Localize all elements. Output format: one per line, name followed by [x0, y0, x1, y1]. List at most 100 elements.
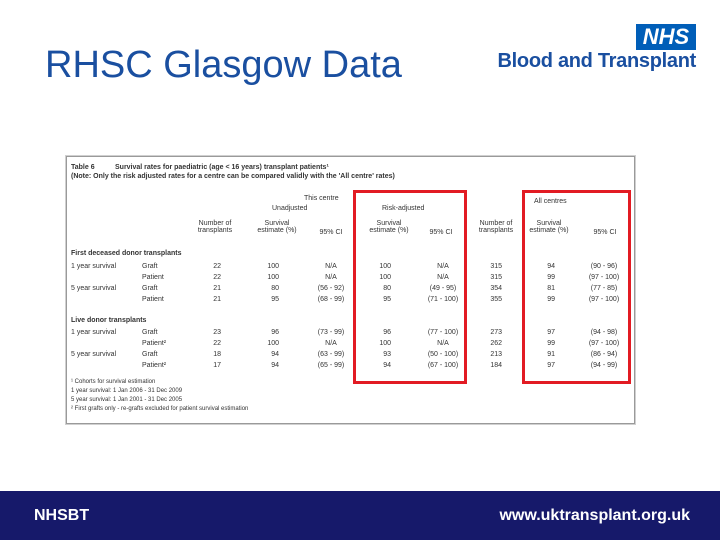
footnote: ² First grafts only - re-grafts excluded… — [71, 406, 249, 412]
live-row-cell: (97 - 100) — [588, 340, 620, 347]
live-row-cell: 94 — [271, 362, 279, 369]
footer-bar: NHSBT www.uktransplant.org.uk — [0, 491, 720, 540]
deceased-row-cell: 99 — [547, 296, 555, 303]
live-row-cell: 97 — [547, 362, 555, 369]
deceased-row-cell: 22 — [213, 274, 221, 281]
deceased-row-cell: (56 - 92) — [317, 285, 345, 292]
live-row-cell: 93 — [383, 351, 391, 358]
deceased-row-cell: 100 — [267, 274, 279, 281]
deceased-row-cell: (49 - 95) — [429, 285, 457, 292]
live-row-cell: 96 — [383, 329, 391, 336]
group-this-centre: This centre — [304, 195, 339, 202]
deceased-row-cell: 315 — [490, 263, 502, 270]
deceased-row-cell: 315 — [490, 274, 502, 281]
deceased-row-cell: 22 — [213, 263, 221, 270]
deceased-row-cell: 80 — [383, 285, 391, 292]
header-n-transplants: Number of transplants — [197, 220, 233, 234]
live-row-cell: (86 - 94) — [590, 351, 618, 358]
live-row-cell: 18 — [213, 351, 221, 358]
deceased-row-cell: (97 - 100) — [588, 274, 620, 281]
live-row-cell: 22 — [213, 340, 221, 347]
live-row-cell: 97 — [547, 329, 555, 336]
deceased-row-cell: 95 — [383, 296, 391, 303]
deceased-row-cell: 1 year survival — [71, 263, 117, 270]
live-row-cell: 213 — [490, 351, 502, 358]
header-ra-ci: 95% CI — [429, 229, 453, 236]
deceased-row-cell: Patient — [142, 274, 164, 281]
nhsbt-logo: NHS Blood and Transplant — [486, 24, 696, 72]
live-row-cell: 100 — [267, 340, 279, 347]
live-row-cell: 94 — [271, 351, 279, 358]
group-risk-adjusted: Risk-adjusted — [382, 205, 425, 212]
deceased-row-cell: 95 — [271, 296, 279, 303]
footer-url[interactable]: www.uktransplant.org.uk — [499, 507, 690, 524]
live-row-cell: 1 year survival — [71, 329, 117, 336]
header-all-n-transplants: Number of transplants — [478, 220, 514, 234]
deceased-row-cell: N/A — [325, 263, 337, 270]
section-deceased-donor: First deceased donor transplants — [71, 250, 182, 257]
deceased-row-cell: 99 — [547, 274, 555, 281]
live-row-cell: (73 - 99) — [317, 329, 345, 336]
live-row-cell: (94 - 99) — [590, 362, 618, 369]
deceased-row-cell: 100 — [267, 263, 279, 270]
live-row-cell: (65 - 99) — [317, 362, 345, 369]
deceased-row-cell: Graft — [142, 285, 158, 292]
deceased-row-cell: (71 - 100) — [427, 296, 459, 303]
deceased-row-cell: Graft — [142, 263, 158, 270]
footer-org: NHSBT — [34, 507, 90, 524]
deceased-row-cell: N/A — [437, 274, 449, 281]
live-row-cell: Graft — [142, 351, 158, 358]
live-row-cell: 23 — [213, 329, 221, 336]
table-note: (Note: Only the risk adjusted rates for … — [71, 173, 395, 180]
live-row-cell: 91 — [547, 351, 555, 358]
table-number: Table 6 — [71, 164, 95, 171]
nhs-badge: NHS — [636, 24, 696, 50]
live-row-cell: 99 — [547, 340, 555, 347]
live-row-cell: (77 - 100) — [427, 329, 459, 336]
footnote: 5 year survival: 1 Jan 2001 - 31 Dec 200… — [71, 397, 183, 403]
deceased-row-cell: (90 - 96) — [590, 263, 618, 270]
highlight-risk-adjusted — [353, 190, 467, 384]
live-row-cell: Patient² — [142, 362, 167, 369]
live-row-cell: 96 — [271, 329, 279, 336]
deceased-row-cell: N/A — [437, 263, 449, 270]
deceased-row-cell: 354 — [490, 285, 502, 292]
deceased-row-cell: 94 — [547, 263, 555, 270]
survival-table: Table 6 Survival rates for paediatric (a… — [66, 156, 635, 424]
deceased-row-cell: 5 year survival — [71, 285, 117, 292]
live-row-cell: N/A — [325, 340, 337, 347]
deceased-row-cell: 355 — [490, 296, 502, 303]
deceased-row-cell: 21 — [213, 285, 221, 292]
slide-title: RHSC Glasgow Data — [45, 44, 402, 86]
live-row-cell: (94 - 98) — [590, 329, 618, 336]
deceased-row-cell: N/A — [325, 274, 337, 281]
footnote: ¹ Cohorts for survival estimation — [71, 379, 156, 385]
deceased-row-cell: (97 - 100) — [588, 296, 620, 303]
live-row-cell: (67 - 100) — [427, 362, 459, 369]
table-title: Survival rates for paediatric (age < 16 … — [115, 164, 329, 171]
deceased-row-cell: (77 - 85) — [590, 285, 618, 292]
header-survival: Survival estimate (%) — [257, 220, 297, 234]
live-row-cell: 273 — [490, 329, 502, 336]
logo-text: Blood and Transplant — [497, 50, 697, 72]
deceased-row-cell: 100 — [379, 274, 391, 281]
live-row-cell: 5 year survival — [71, 351, 117, 358]
deceased-row-cell: 80 — [271, 285, 279, 292]
live-row-cell: 17 — [213, 362, 221, 369]
live-row-cell: 262 — [490, 340, 502, 347]
header-ra-survival: Survival estimate (%) — [369, 220, 409, 234]
deceased-row-cell: 100 — [379, 263, 391, 270]
live-row-cell: (50 - 100) — [427, 351, 459, 358]
live-row-cell: Patient² — [142, 340, 167, 347]
header-ci: 95% CI — [319, 229, 343, 236]
group-unadjusted: Unadjusted — [272, 205, 308, 212]
live-row-cell: 100 — [379, 340, 391, 347]
footnote: 1 year survival: 1 Jan 2006 - 31 Dec 200… — [71, 388, 183, 394]
section-live-donor: Live donor transplants — [71, 317, 147, 324]
live-row-cell: 94 — [383, 362, 391, 369]
deceased-row-cell: 81 — [547, 285, 555, 292]
live-row-cell: 184 — [490, 362, 502, 369]
header-all-survival: Survival estimate (%) — [529, 220, 569, 234]
group-all-centres: All centres — [534, 198, 567, 205]
deceased-row-cell: Patient — [142, 296, 164, 303]
